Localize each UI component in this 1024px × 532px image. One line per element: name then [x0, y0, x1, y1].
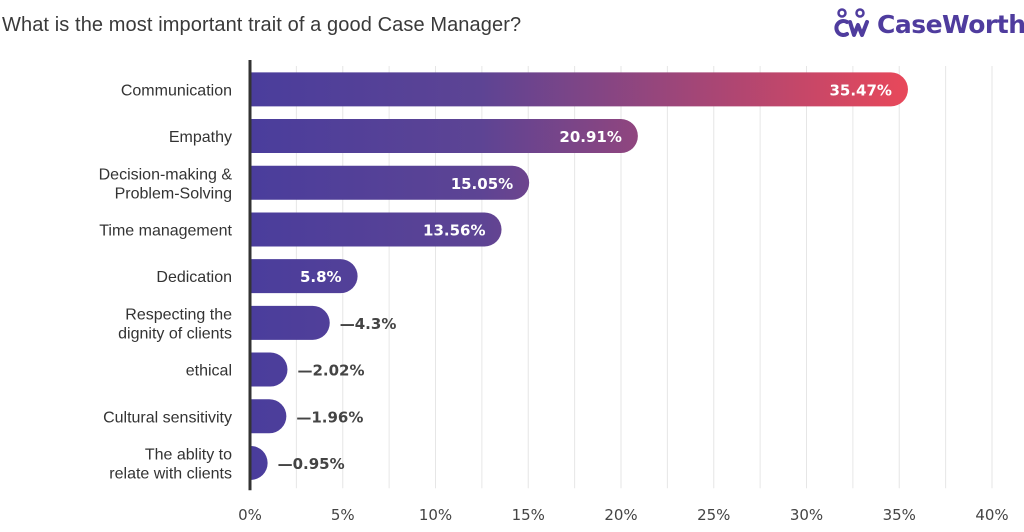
data-label: 13.56%: [423, 221, 485, 239]
category-label: ethical: [186, 363, 232, 380]
x-tick-label: 35%: [883, 506, 916, 524]
x-tick-label: 5%: [331, 506, 355, 524]
data-label: 5.8%: [300, 268, 342, 286]
bar: [250, 352, 288, 387]
category-label: Communication: [121, 82, 232, 99]
x-tick-label: 0%: [238, 506, 262, 524]
x-tick-label: 25%: [697, 506, 730, 524]
category-label: The ablity to: [145, 446, 232, 463]
category-label: Problem-Solving: [115, 185, 232, 202]
x-tick-label: 40%: [975, 506, 1008, 524]
bar: [250, 212, 502, 247]
category-label: dignity of clients: [118, 325, 232, 342]
data-label: —4.3%: [340, 315, 397, 333]
x-tick-label: 30%: [790, 506, 823, 524]
x-tick-label: 10%: [419, 506, 452, 524]
data-label: 35.47%: [829, 81, 891, 99]
data-label: —0.95%: [278, 455, 345, 473]
category-label: Dedication: [156, 269, 232, 286]
caseworthy-logo-icon: [834, 8, 869, 37]
data-label: 15.05%: [451, 175, 513, 193]
data-label: —1.96%: [296, 408, 363, 426]
category-label: Time management: [99, 222, 232, 239]
data-label: —2.02%: [297, 362, 364, 380]
category-label: relate with clients: [109, 465, 232, 482]
bar: [250, 445, 268, 480]
bar: [250, 119, 638, 154]
category-label: Empathy: [169, 129, 232, 146]
category-label: Cultural sensitivity: [103, 409, 232, 426]
bar: [250, 305, 330, 340]
x-tick-label: 15%: [512, 506, 545, 524]
bar: [250, 72, 908, 107]
caseworthy-logo: CaseWorthy: [833, 8, 1024, 40]
bar: [250, 165, 530, 200]
bar: [250, 259, 358, 294]
chart-title: What is the most important trait of a go…: [2, 14, 522, 36]
data-label: 20.91%: [559, 128, 621, 146]
logo-text: CaseWorthy: [877, 9, 1024, 39]
category-label: Decision-making &: [99, 166, 233, 183]
x-tick-label: 20%: [604, 506, 637, 524]
bar: [250, 399, 287, 434]
category-label: Respecting the: [125, 306, 232, 323]
